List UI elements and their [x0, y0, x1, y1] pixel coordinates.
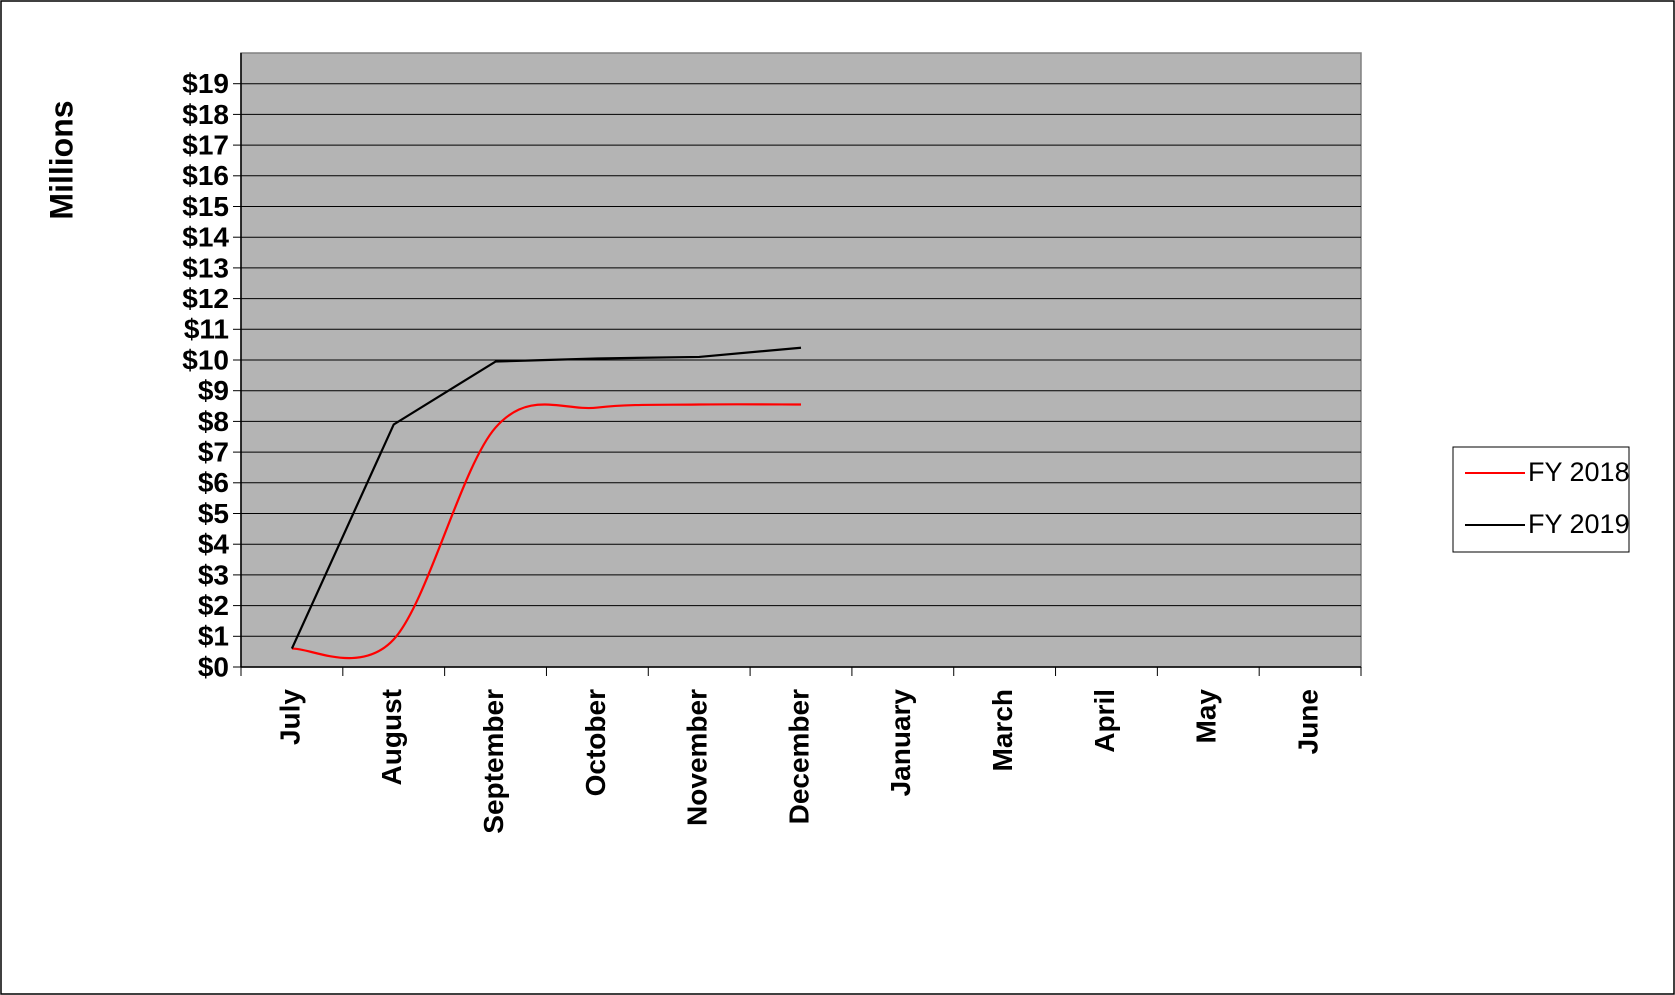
x-tick-label: December [783, 689, 814, 825]
series-line [291, 403, 802, 660]
y-tick-label: $7 [198, 436, 229, 467]
y-tick-label: $18 [182, 99, 229, 130]
y-tick-label: $2 [198, 590, 229, 621]
x-tick-label: January [885, 689, 916, 797]
y-tick-label: $5 [198, 498, 229, 529]
y-tick-label: $8 [198, 406, 229, 437]
y-tick-label: $6 [198, 467, 229, 498]
x-tick-label: June [1292, 689, 1323, 754]
y-tick-label: $14 [182, 222, 229, 253]
legend-label: FY 2019 [1528, 509, 1630, 539]
legend-label: FY 2018 [1528, 457, 1630, 487]
x-tick-label: March [987, 689, 1018, 771]
y-tick-label: $11 [184, 314, 229, 345]
y-tick-label: $4 [198, 529, 230, 560]
x-tick-label: August [376, 689, 407, 785]
y-tick-label: $9 [198, 375, 229, 406]
x-tick-label: May [1191, 689, 1222, 744]
y-tick-label: $19 [182, 68, 229, 99]
x-tick-label: September [478, 689, 509, 834]
y-tick-label: $17 [182, 129, 229, 160]
y-tick-label: $0 [198, 651, 229, 682]
y-tick-label: $15 [182, 191, 229, 222]
y-tick-label: $1 [198, 621, 229, 652]
series-line [290, 346, 802, 650]
y-tick-label: $16 [182, 160, 229, 191]
x-tick-label: October [580, 689, 611, 796]
y-tick-label: $10 [182, 344, 229, 375]
x-tick-label: July [274, 689, 305, 745]
legend-box [1452, 446, 1630, 553]
x-tick-label: November [682, 689, 713, 826]
y-axis-title: Millions [43, 100, 79, 219]
y-tick-label: $13 [182, 252, 229, 283]
y-tick-label: $12 [182, 283, 229, 314]
y-tick-label: $3 [198, 559, 229, 590]
x-tick-label: April [1089, 689, 1120, 753]
